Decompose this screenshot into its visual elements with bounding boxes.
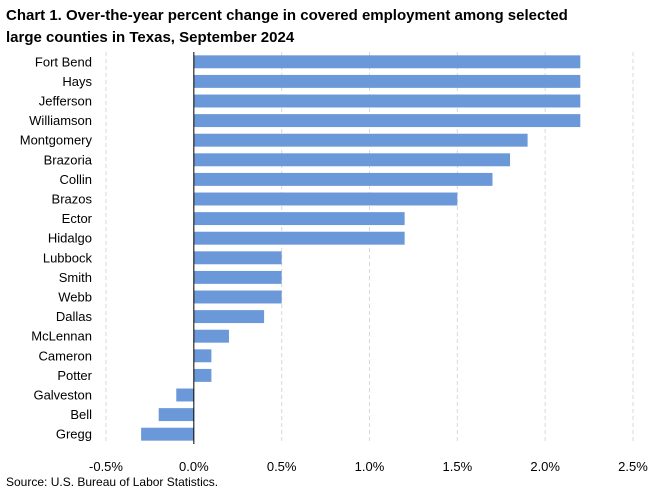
bar xyxy=(193,231,405,245)
category-label: Brazoria xyxy=(44,152,93,167)
bar xyxy=(193,290,282,304)
category-label: Smith xyxy=(59,270,92,285)
x-tick-label: 0.5% xyxy=(267,459,297,474)
category-label: Collin xyxy=(59,172,92,187)
category-label: Potter xyxy=(57,368,92,383)
category-label: Webb xyxy=(58,290,92,305)
x-tick-labels: -0.5% 0.0% 0.5% 1.0% 1.5% 2.0% 2.5% xyxy=(89,459,648,474)
category-label: Dallas xyxy=(56,309,93,324)
category-label: McLennan xyxy=(31,329,92,344)
category-label: Ector xyxy=(62,211,93,226)
bar xyxy=(193,114,581,128)
x-tick-label: 2.5% xyxy=(618,459,648,474)
chart-title: Chart 1. Over-the-year percent change in… xyxy=(6,5,654,49)
bar xyxy=(193,94,581,108)
bar xyxy=(193,349,212,363)
x-tick-label: 0.0% xyxy=(179,459,209,474)
category-label: Fort Bend xyxy=(35,54,92,69)
bar xyxy=(193,55,581,69)
category-label: Jefferson xyxy=(39,94,92,109)
category-label: Brazos xyxy=(52,192,93,207)
category-label: Williamson xyxy=(29,113,92,128)
category-label: Lubbock xyxy=(43,250,93,265)
category-label: Bell xyxy=(70,407,92,422)
category-label: Galveston xyxy=(33,388,92,403)
category-label: Gregg xyxy=(56,427,92,442)
x-tick-label: -0.5% xyxy=(89,459,123,474)
category-label: Hidalgo xyxy=(48,231,92,246)
bar xyxy=(193,251,282,265)
bars xyxy=(141,55,581,441)
category-label: Cameron xyxy=(39,348,92,363)
bar xyxy=(193,172,493,186)
bar xyxy=(193,212,405,226)
x-tick-label: 1.5% xyxy=(443,459,473,474)
category-label: Hays xyxy=(62,74,92,89)
bar xyxy=(193,74,581,88)
chart-title-line-2: large counties in Texas, September 2024 xyxy=(6,29,295,46)
bar xyxy=(193,310,265,324)
bar xyxy=(193,270,282,284)
bar xyxy=(193,329,229,343)
bar xyxy=(193,368,212,382)
category-label: Montgomery xyxy=(20,133,93,148)
bar xyxy=(193,153,511,167)
gridlines xyxy=(105,52,634,444)
bar xyxy=(141,427,194,441)
source-note: Source: U.S. Bureau of Labor Statistics. xyxy=(6,475,219,489)
category-labels: Fort Bend Hays Jefferson Williamson Montgome… xyxy=(20,54,93,441)
chart-title-line-1: Chart 1. Over-the-year percent change in… xyxy=(6,7,568,24)
bar xyxy=(193,192,458,206)
bar xyxy=(158,408,194,422)
x-tick-label: 2.0% xyxy=(530,459,560,474)
bar xyxy=(176,388,194,402)
bar xyxy=(193,133,528,147)
x-tick-label: 1.0% xyxy=(355,459,385,474)
